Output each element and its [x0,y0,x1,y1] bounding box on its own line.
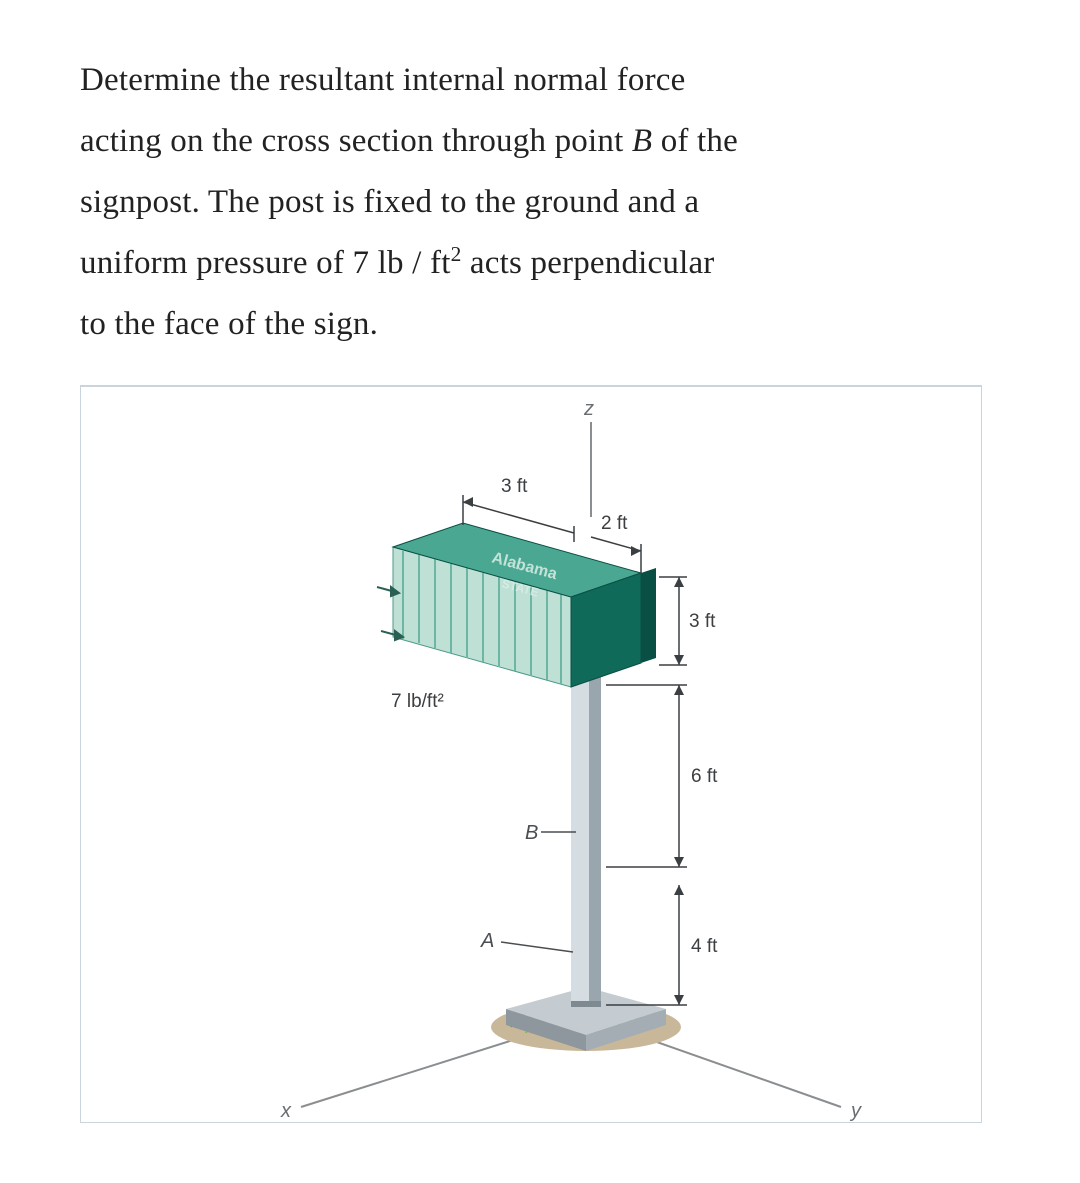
line2b: of the [652,123,738,159]
dim-sign-height-label: 3 ft [689,611,716,632]
line2a: acting on the cross section through poin… [80,123,632,159]
point-A: A [480,930,573,952]
line1: Determine the resultant internal normal … [80,62,686,98]
axis-z-label: z [583,398,594,420]
line3: signpost. The post is fixed to the groun… [80,184,699,220]
dim-6ft-label: 6 ft [691,766,718,787]
line4b: acts perpendicular [461,245,714,281]
pressure-label: 7 lb/ft² [391,691,444,712]
figure-frame: y x [80,385,982,1123]
dim-top-right-label: 2 ft [601,513,628,534]
pressure-exp: 2 [451,242,462,266]
var-B: B [632,123,652,159]
point-B-label: B [525,822,538,844]
dim-6ft: 6 ft [606,685,718,867]
dim-4ft: 4 ft [606,885,718,1005]
dim-4ft-label: 4 ft [691,936,718,957]
sign-right-edge [641,568,656,663]
dim-sign-height: 3 ft [659,577,716,665]
axis-x-label: x [280,1100,292,1122]
pressure-value: 7 lb / ft [353,245,451,281]
point-B: B [525,822,576,844]
problem-statement: Determine the resultant internal normal … [80,50,1000,355]
dim-top-left-label: 3 ft [501,476,528,497]
figure-svg: y x [81,387,981,1122]
line5: to the face of the sign. [80,306,378,342]
line4a: uniform pressure of [80,245,353,281]
point-A-label: A [480,930,494,952]
axis-y-label: y [849,1100,862,1122]
